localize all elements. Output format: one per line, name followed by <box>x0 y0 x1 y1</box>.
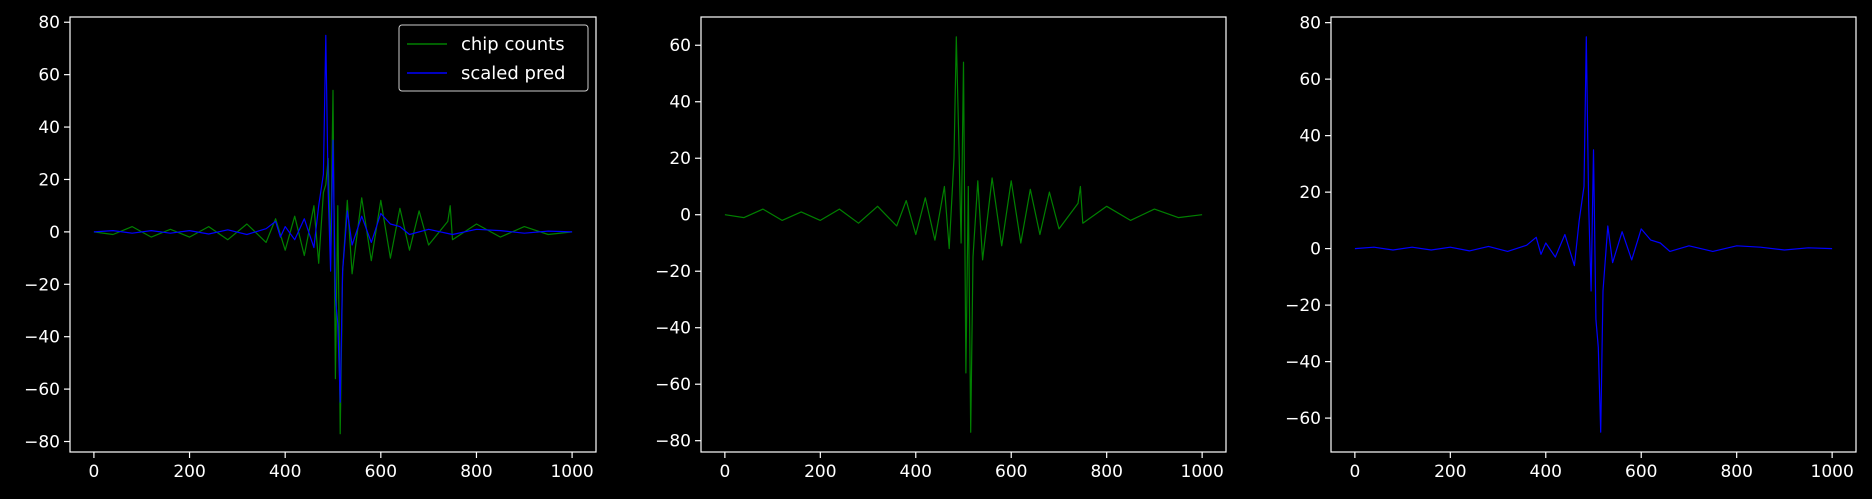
x-tick-label: 200 <box>1434 462 1466 482</box>
y-tick-label: −40 <box>24 328 60 348</box>
axes-frame <box>700 16 1227 453</box>
x-tick-label: 1000 <box>1811 462 1854 482</box>
y-tick-label: −20 <box>1285 296 1321 316</box>
x-tick-label: 600 <box>995 462 1027 482</box>
y-tick-label: 0 <box>1310 240 1321 260</box>
y-tick-label: 60 <box>1299 70 1321 90</box>
x-tick-label: 0 <box>1349 462 1360 482</box>
legend: chip counts scaled pred <box>398 24 589 92</box>
chart-panel-middle: 0 200 400 600 800 1000 −80 −60 −40 −20 0 20 40 60 <box>655 16 1227 482</box>
y-tick-label: −60 <box>1285 409 1321 429</box>
axes-frame <box>1330 16 1857 453</box>
y-tick-label: 0 <box>49 223 60 243</box>
y-tick-label: 80 <box>38 13 60 33</box>
x-tick-label: 800 <box>1090 462 1122 482</box>
chart-panel-left: 0 200 400 600 800 1000 −80 −60 −40 −20 0 20 40 60 80 ch… <box>24 13 597 482</box>
x-tick-label: 400 <box>1530 462 1562 482</box>
y-tick-label: −80 <box>24 433 60 453</box>
y-tick-label: −20 <box>655 262 691 282</box>
y-tick-label: 0 <box>680 206 691 226</box>
y-tick-label: 40 <box>669 93 691 113</box>
x-tick-label: 400 <box>900 462 932 482</box>
legend-box <box>398 24 589 92</box>
x-tick-label: 600 <box>1625 462 1657 482</box>
x-tick-label: 600 <box>365 462 397 482</box>
x-tick-label: 800 <box>1720 462 1752 482</box>
x-tick-label: 200 <box>804 462 836 482</box>
y-tick-label: 40 <box>1299 127 1321 147</box>
series-line-scaled-pred <box>93 34 573 403</box>
y-tick-label: 60 <box>669 36 691 56</box>
series-line-series-0 <box>1354 36 1833 433</box>
y-tick-label: −20 <box>24 275 60 295</box>
series-line-series-0 <box>724 36 1203 433</box>
chart-panel-right: 0 200 400 600 800 1000 −60 −40 −20 0 20 40 60 80 <box>1285 14 1857 482</box>
y-tick-label: 20 <box>1299 183 1321 203</box>
x-tick-label: 800 <box>460 462 492 482</box>
legend-label: chip counts <box>461 34 565 55</box>
axes-frame <box>69 16 597 453</box>
y-tick-label: −40 <box>1285 353 1321 373</box>
y-tick-label: 80 <box>1299 14 1321 34</box>
x-tick-label: 0 <box>719 462 730 482</box>
y-tick-label: 60 <box>38 66 60 86</box>
x-tick-label: 1000 <box>550 462 593 482</box>
y-tick-label: −40 <box>655 319 691 339</box>
legend-label: scaled pred <box>461 63 565 84</box>
y-tick-label: −60 <box>655 375 691 395</box>
x-tick-label: 200 <box>173 462 205 482</box>
y-tick-label: 20 <box>669 149 691 169</box>
x-tick-label: 400 <box>269 462 301 482</box>
series-line-chip-counts <box>93 89 573 435</box>
y-tick-label: −80 <box>655 432 691 452</box>
x-tick-label: 0 <box>88 462 99 482</box>
y-tick-label: −60 <box>24 380 60 400</box>
y-tick-label: 20 <box>38 170 60 190</box>
y-tick-label: 40 <box>38 118 60 138</box>
x-tick-label: 1000 <box>1181 462 1224 482</box>
